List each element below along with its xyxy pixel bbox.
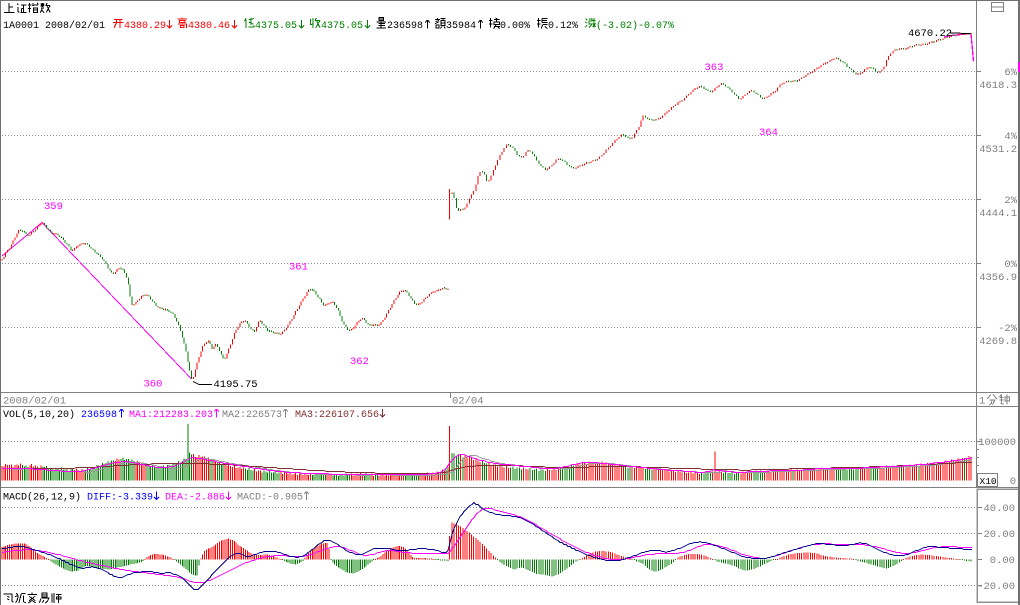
svg-text:4380.46: 4380.46	[188, 21, 230, 32]
svg-text:4380.29: 4380.29	[124, 21, 166, 32]
svg-text:0.12%: 0.12%	[548, 21, 578, 32]
svg-text:4375.05: 4375.05	[321, 21, 363, 32]
svg-text:4356.9: 4356.9	[979, 272, 1017, 284]
svg-text:1A0001 2008/02/01: 1A0001 2008/02/01	[3, 20, 105, 32]
svg-text:0: 0	[1010, 476, 1016, 488]
svg-text:MACD(26,12,9): MACD(26,12,9)	[3, 492, 81, 504]
svg-text:20.00: 20.00	[983, 529, 1015, 541]
svg-text:4195.75: 4195.75	[214, 379, 258, 391]
svg-text:236598: 236598	[387, 21, 423, 32]
svg-text:363: 363	[705, 62, 724, 74]
svg-text:4%: 4%	[1004, 131, 1017, 143]
svg-text:02/04: 02/04	[452, 396, 484, 408]
svg-text:360: 360	[144, 379, 163, 391]
svg-text:MACD:-0.905: MACD:-0.905	[237, 493, 303, 504]
svg-text:-2%: -2%	[998, 323, 1018, 335]
svg-text:4670.22: 4670.22	[908, 28, 952, 40]
svg-text:4269.8: 4269.8	[979, 336, 1017, 348]
svg-text:MA1:212283.203: MA1:212283.203	[129, 410, 213, 421]
svg-text:-20.00: -20.00	[977, 581, 1015, 593]
svg-text:6%: 6%	[1004, 67, 1017, 79]
svg-text:4618.3: 4618.3	[979, 80, 1017, 92]
svg-text:2%: 2%	[1004, 195, 1017, 207]
svg-text:MA2:226573: MA2:226573	[222, 410, 282, 421]
svg-text:(-3.02)-0.07%: (-3.02)-0.07%	[596, 20, 674, 32]
svg-text:VOL(5,10,20): VOL(5,10,20)	[3, 409, 75, 421]
svg-text:DEA:-2.886: DEA:-2.886	[165, 493, 225, 504]
svg-text:0.00%: 0.00%	[500, 21, 530, 32]
svg-text:4444.1: 4444.1	[979, 208, 1017, 220]
svg-text:2008/02/01: 2008/02/01	[3, 396, 66, 408]
svg-text:364: 364	[759, 127, 778, 139]
svg-text:DIFF:-3.339: DIFF:-3.339	[87, 493, 153, 504]
svg-text:4375.05: 4375.05	[255, 21, 297, 32]
svg-text:236598: 236598	[81, 410, 117, 421]
svg-text:362: 362	[350, 356, 369, 368]
svg-text:4531.2: 4531.2	[979, 144, 1017, 156]
svg-text:MA3:226107.656: MA3:226107.656	[295, 410, 379, 421]
svg-text:361: 361	[289, 262, 308, 274]
svg-text:0%: 0%	[1004, 259, 1017, 271]
svg-text:0.00: 0.00	[990, 555, 1015, 567]
svg-text:359: 359	[44, 201, 63, 213]
svg-text:100000: 100000	[978, 437, 1016, 449]
svg-text:X10: X10	[980, 476, 997, 487]
svg-text:1: 1	[979, 396, 985, 408]
svg-text:40.00: 40.00	[983, 503, 1015, 515]
svg-text:35984: 35984	[446, 21, 476, 32]
